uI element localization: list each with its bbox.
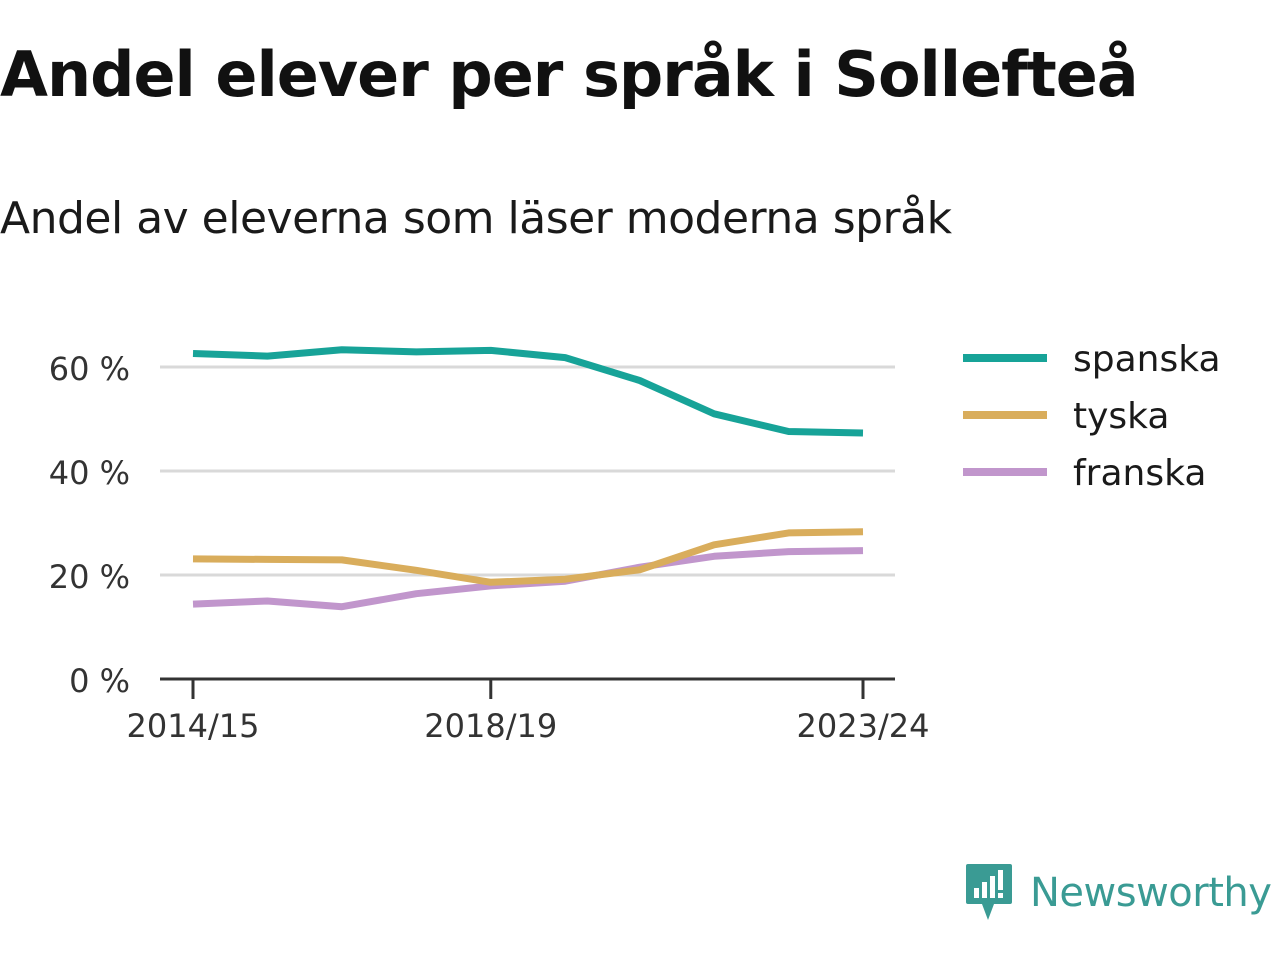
- legend-label-spanska: spanska: [1073, 339, 1221, 380]
- legend-label-franska: franska: [1073, 453, 1206, 494]
- x-axis: 2014/15 2018/19 2023/24: [127, 677, 930, 745]
- series-lines: [192, 346, 864, 611]
- newsworthy-logo: Newsworthy: [964, 862, 1272, 924]
- brand-name: Newsworthy: [1030, 870, 1272, 916]
- legend: spanska tyska franska: [963, 339, 1221, 494]
- newsworthy-logo-icon: [966, 864, 1012, 920]
- chart-subtitle: Andel av eleverna som läser moderna språ…: [0, 193, 952, 244]
- grid-lines: [160, 365, 895, 577]
- series-line-tyska: [192, 528, 864, 586]
- series-line-spanska: [192, 346, 864, 437]
- y-axis-ticks: 0 % 20 % 40 % 60 %: [49, 350, 130, 700]
- legend-label-tyska: tyska: [1073, 396, 1169, 437]
- x-tick-label: 2023/24: [797, 707, 930, 745]
- x-tick-label: 2018/19: [424, 707, 557, 745]
- y-tick-label: 40 %: [49, 454, 130, 492]
- chart-title: Andel elever per språk i Sollefteå: [0, 38, 1139, 111]
- y-tick-label: 60 %: [49, 350, 130, 388]
- y-tick-label: 20 %: [49, 558, 130, 596]
- y-tick-label: 0 %: [69, 662, 130, 700]
- x-tick-label: 2014/15: [127, 707, 260, 745]
